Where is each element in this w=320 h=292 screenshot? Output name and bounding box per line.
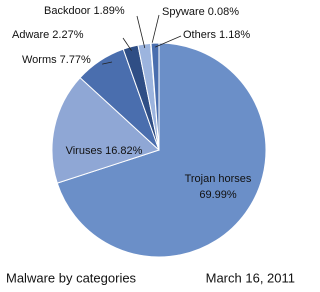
leader-line xyxy=(122,37,132,51)
slice-label: Adware 2.27% xyxy=(12,29,84,41)
slice-value: 16.82% xyxy=(105,145,143,157)
slice-label: Backdoor 1.89% xyxy=(44,5,125,17)
slice-value: 7.77% xyxy=(60,54,91,66)
pie-slice xyxy=(56,42,267,258)
slice-value: 1.89% xyxy=(93,5,124,17)
slice-category: Adware xyxy=(12,29,49,41)
slice-label: Spyware 0.08% xyxy=(162,6,239,18)
slice-category: Viruses xyxy=(66,145,103,157)
chart-date: March 16, 2011 xyxy=(206,270,295,285)
leader-line xyxy=(136,15,146,49)
slice-label: Viruses 16.82% xyxy=(66,145,143,157)
slice-label: Worms 7.77% xyxy=(22,54,91,66)
slice-category: Spyware xyxy=(162,6,205,18)
slice-label: Trojan horses 69.99% xyxy=(185,173,252,201)
chart-title: Malware by categories xyxy=(6,270,137,285)
leader-line xyxy=(155,35,182,48)
slice-value: 1.18% xyxy=(219,29,250,41)
leader-line xyxy=(150,14,160,48)
pie-slice xyxy=(150,42,160,151)
slice-value: 69.99% xyxy=(199,189,237,201)
pie-slice xyxy=(51,76,160,184)
slice-category: Worms xyxy=(22,54,57,66)
leader-line xyxy=(102,61,113,65)
slice-category: Others xyxy=(183,29,217,41)
slice-value: 2.27% xyxy=(52,29,83,41)
slice-category: Trojan horses xyxy=(185,173,252,185)
slice-label: Others 1.18% xyxy=(183,29,250,41)
slice-category: Backdoor xyxy=(44,5,91,17)
slice-value: 0.08% xyxy=(208,6,239,18)
chart: Malware by categories March 16, 2011 Tro… xyxy=(6,5,295,286)
